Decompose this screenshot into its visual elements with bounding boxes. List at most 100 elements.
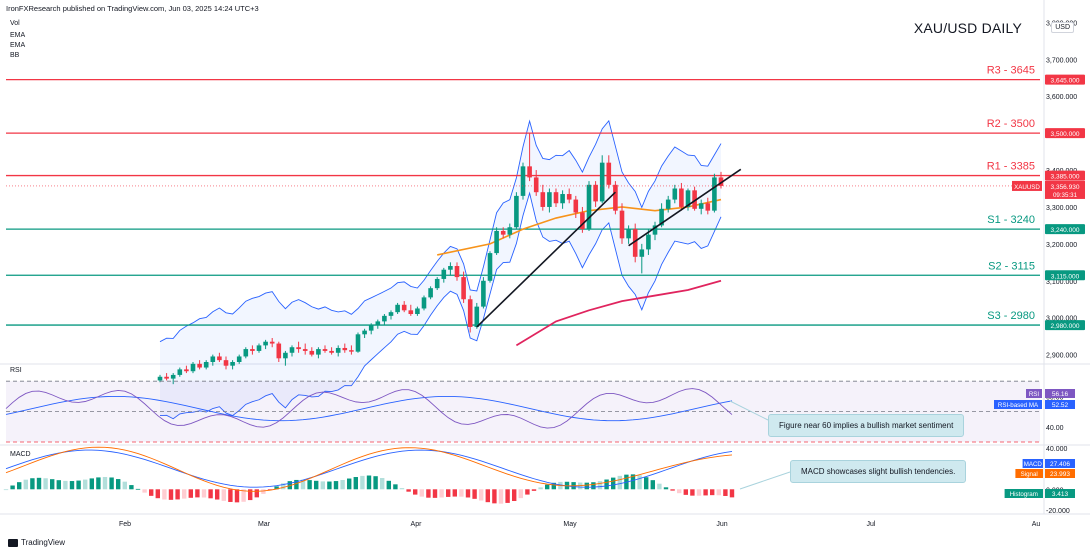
macd-histogram-bar — [17, 482, 22, 490]
macd-histogram-bar — [96, 477, 101, 490]
rsi-ma-tag-label: RSI-based MA — [998, 402, 1039, 409]
level-label: R2 - 3500 — [987, 118, 1035, 130]
macd-histogram-bar — [452, 489, 457, 497]
y-tick-label: 3,300.000 — [1046, 205, 1077, 212]
candle-body — [184, 369, 189, 372]
macd-tag-value: 27.406 — [1050, 461, 1070, 468]
candle-body — [692, 190, 697, 209]
macd-histogram-bar — [241, 489, 246, 502]
macd-histogram-bar — [10, 485, 15, 490]
candle-body — [276, 343, 282, 359]
y-tick-label: 3,100.000 — [1046, 279, 1077, 286]
candle-body — [322, 349, 328, 351]
candle-body — [514, 195, 519, 228]
macd-histogram-bar — [215, 489, 220, 500]
candle-body — [395, 304, 400, 313]
macd-histogram-bar — [109, 477, 114, 490]
macd-histogram-bar — [393, 484, 398, 490]
candle-body — [382, 315, 387, 322]
macd-histogram-bar — [208, 489, 213, 499]
indicator-vol[interactable]: Vol — [10, 20, 20, 27]
macd-histogram-bar — [406, 489, 411, 492]
macd-histogram-bar — [690, 489, 695, 496]
macd-histogram-bar — [228, 489, 233, 502]
macd-histogram-bar — [657, 483, 662, 490]
trendline — [476, 191, 616, 328]
candle-body — [164, 376, 169, 379]
macd-histogram-bar — [320, 481, 325, 490]
candle-body — [566, 194, 572, 200]
candle-body — [659, 208, 664, 226]
currency-label[interactable]: USD — [1051, 22, 1074, 33]
macd-histogram-bar — [373, 476, 378, 490]
candle-body — [256, 345, 262, 351]
candle-body — [203, 362, 209, 368]
candle-body — [177, 369, 183, 375]
macd-tag-value: 3.413 — [1052, 491, 1069, 498]
macd-histogram-bar — [716, 489, 721, 496]
brand-name: TradingView — [21, 538, 66, 547]
candle-body — [230, 362, 235, 366]
macd-histogram-bar — [182, 489, 187, 499]
y-tick-label: 3,700.000 — [1046, 57, 1077, 64]
level-price-tag — [1045, 128, 1085, 139]
macd-histogram-bar — [135, 488, 141, 490]
macd-histogram-bar — [459, 489, 464, 497]
candle-body — [494, 230, 499, 254]
candle-body — [507, 227, 513, 235]
macd-tick-label: 40.000 — [1046, 446, 1068, 453]
candle-body — [613, 184, 618, 211]
x-tick-label: Mar — [258, 521, 271, 528]
macd-annotation-pointer — [739, 471, 791, 490]
candle-body — [467, 299, 473, 327]
level-price-tag — [1045, 74, 1085, 85]
macd-histogram-bar — [492, 489, 497, 504]
candle-body — [632, 229, 638, 257]
macd-histogram-bar — [234, 489, 240, 503]
candle-body — [342, 347, 348, 351]
candle-body — [474, 306, 480, 327]
macd-tick-label: -20.000 — [1046, 508, 1070, 515]
rsi-tag-bg — [1045, 389, 1075, 398]
macd-histogram-bar — [432, 489, 438, 498]
x-tick-label: May — [563, 521, 577, 528]
countdown-text: 09:35:31 — [1053, 192, 1078, 199]
candle-body — [368, 325, 374, 331]
macd-histogram-bar — [76, 480, 81, 490]
last-price-tag — [1045, 180, 1085, 199]
rsi-tag-label-bg — [1026, 389, 1042, 398]
macd-histogram-bar — [479, 489, 484, 501]
indicator-ema-2[interactable]: EMA — [10, 42, 26, 49]
brand: TradingView — [8, 538, 65, 547]
level-price-tag — [1045, 270, 1085, 281]
macd-histogram-bar — [195, 489, 200, 498]
macd-histogram-bar — [729, 489, 735, 498]
indicator-bb[interactable]: BB — [10, 52, 20, 59]
macd-tag-label-bg — [1015, 469, 1043, 478]
macd-histogram-bar — [650, 480, 655, 490]
candle-body — [500, 230, 506, 235]
candle-body — [672, 188, 678, 200]
rsi-ma-tag-label-bg — [994, 400, 1042, 409]
macd-histogram-bar — [116, 479, 121, 490]
macd-histogram-bar — [386, 480, 391, 490]
level-label: S1 - 3240 — [987, 214, 1035, 226]
candle-body — [626, 229, 631, 239]
candle-body — [520, 166, 526, 196]
rsi-label: RSI — [10, 367, 22, 374]
macd-histogram-bar — [531, 489, 537, 491]
macd-histogram-bar — [36, 477, 42, 490]
rsi-annotation: Figure near 60 implies a bullish market … — [768, 414, 965, 437]
macd-histogram-bar — [294, 479, 299, 490]
macd-histogram-bar — [644, 477, 649, 490]
indicator-ema-1[interactable]: EMA — [10, 32, 26, 39]
candle-body — [599, 162, 605, 202]
macd-histogram-bar — [399, 488, 405, 490]
macd-histogram-bar — [413, 489, 418, 495]
rsi-tag-value: 56.16 — [1052, 391, 1069, 398]
candle-body — [408, 310, 414, 315]
macd-tag-value: 23.993 — [1050, 471, 1070, 478]
candle-body — [679, 188, 684, 207]
